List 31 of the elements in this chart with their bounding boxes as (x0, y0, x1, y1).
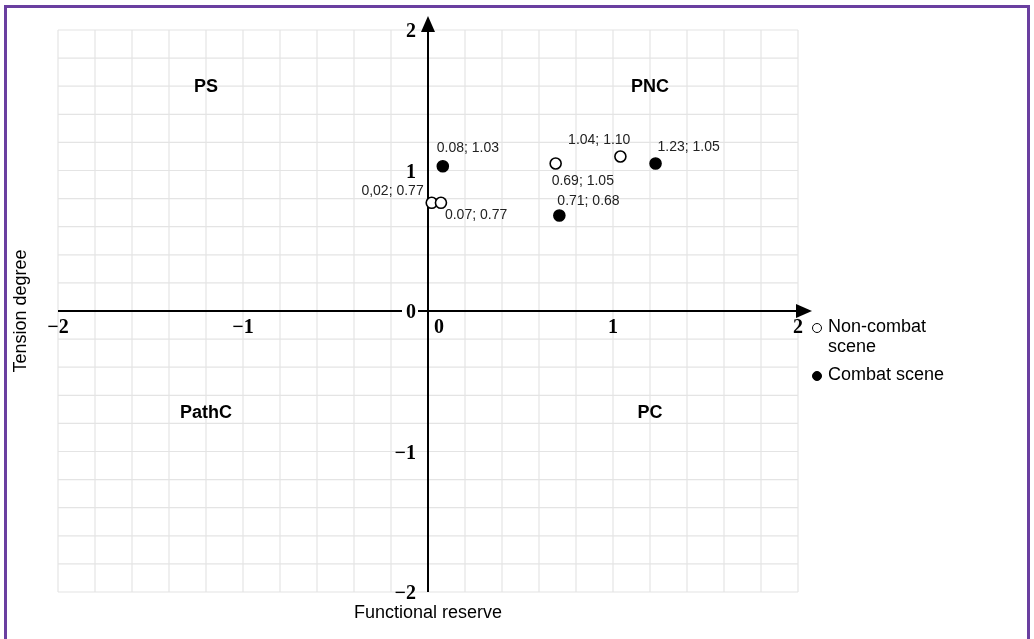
data-label: 0.07; 0.77 (444, 205, 508, 222)
y-tick-label: 0 (406, 300, 416, 322)
y-tick-label: 2 (406, 19, 416, 41)
annotation: PC (637, 401, 663, 423)
x-tick-label: 0 (434, 315, 444, 337)
annotation: PNC (630, 75, 670, 97)
annotation: PS (193, 75, 219, 97)
legend-label: Non-combat scene (828, 316, 928, 356)
y-tick-label: −1 (394, 440, 416, 463)
point (549, 157, 562, 170)
y-tick-label: −2 (394, 581, 416, 603)
x-tick-label: 1 (608, 315, 618, 337)
point (434, 196, 448, 210)
data-label: 0,02; 0.77 (361, 181, 424, 198)
x-axis-title: Functional reserve (353, 602, 503, 623)
annotation: PathC (179, 401, 233, 423)
data-label: 0.71; 0.68 (557, 192, 620, 209)
y-tick-label: 1 (406, 159, 416, 182)
y-axis-title: Tension degree (9, 249, 31, 373)
point (614, 150, 627, 163)
x-tick-label: −1 (232, 315, 254, 337)
x-tick-label: 2 (793, 315, 803, 337)
data-label: 0.08; 1.03 (436, 139, 500, 156)
legend-label: Combat scene (828, 364, 945, 384)
point (649, 157, 662, 170)
x-tick-label: −2 (47, 315, 69, 337)
data-label: 1.04; 1.10 (568, 131, 631, 148)
point (553, 209, 566, 222)
data-label: 0.69; 1.05 (551, 172, 615, 189)
data-label: 1.23; 1.05 (657, 138, 721, 155)
point (436, 159, 450, 173)
